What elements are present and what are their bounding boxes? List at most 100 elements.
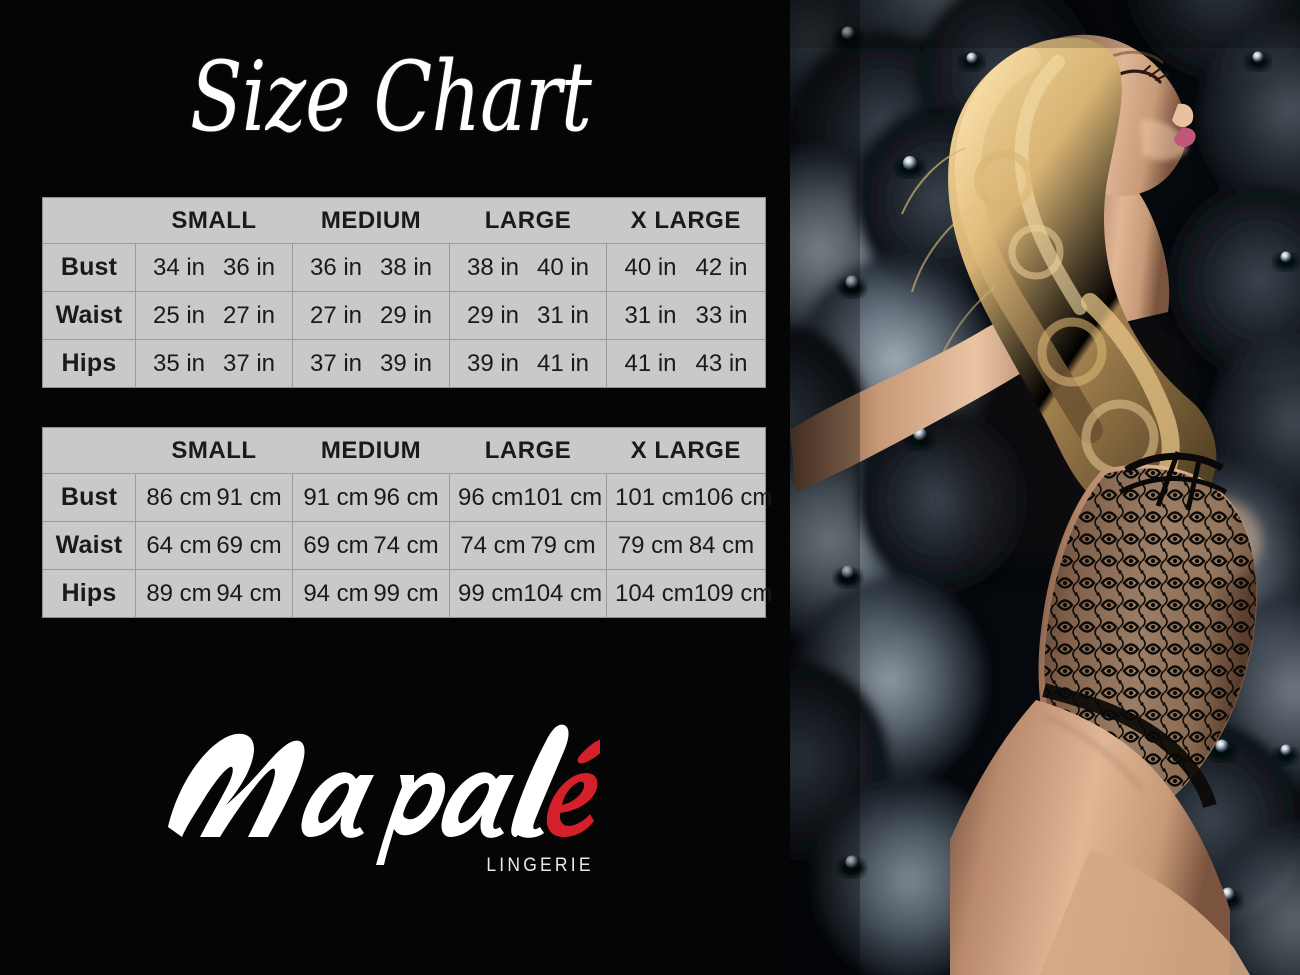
value-min: 38 in [466, 253, 520, 281]
cell-hips-medium: 94 cm 99 cm [292, 569, 450, 618]
value-max: 27 in [222, 301, 276, 329]
header-x-large: X LARGE [606, 197, 766, 244]
cell-waist-medium: 69 cm 74 cm [292, 521, 450, 570]
cell-bust-large: 38 in 40 in [449, 243, 607, 292]
value-min: 94 cm [303, 579, 369, 607]
brand-logo: LINGERIE [160, 715, 600, 900]
cell-waist-medium: 27 in 29 in [292, 291, 450, 340]
value-min: 41 in [624, 349, 677, 377]
page-title: Size Chart [190, 41, 592, 153]
value-min: 96 cm [458, 483, 524, 511]
value-min: 104 cm [615, 579, 694, 607]
value-max: 84 cm [688, 531, 755, 559]
cell-waist-x-large: 31 in 33 in [606, 291, 766, 340]
cell-hips-x-large: 41 in 43 in [606, 339, 766, 388]
cell-hips-large: 39 in 41 in [449, 339, 607, 388]
value-max: 43 in [695, 349, 748, 377]
value-max: 36 in [222, 253, 276, 281]
value-max: 101 cm [523, 483, 603, 511]
value-max: 74 cm [373, 531, 439, 559]
value-max: 99 cm [373, 579, 439, 607]
value-min: 37 in [309, 349, 363, 377]
cell-waist-large: 29 in 31 in [449, 291, 607, 340]
value-max: 38 in [379, 253, 433, 281]
value-max: 79 cm [530, 531, 596, 559]
value-max: 109 cm [693, 579, 773, 607]
value-max: 31 in [536, 301, 590, 329]
value-min: 69 cm [303, 531, 369, 559]
row-label-waist: Waist [42, 521, 136, 570]
cell-bust-medium: 36 in 38 in [292, 243, 450, 292]
header-blank [42, 427, 136, 474]
header-large: LARGE [449, 197, 607, 244]
model-photo [790, 0, 1300, 975]
cell-bust-x-large: 40 in 42 in [606, 243, 766, 292]
cell-hips-small: 89 cm 94 cm [135, 569, 293, 618]
table-row: Waist 25 in 27 in 27 in 29 in 29 in 31 in 3… [42, 291, 766, 340]
cell-bust-x-large: 101 cm 106 cm [606, 473, 772, 522]
value-min: 74 cm [460, 531, 526, 559]
value-min: 40 in [624, 253, 677, 281]
logo-accent-e [546, 739, 600, 837]
cell-hips-medium: 37 in 39 in [292, 339, 450, 388]
cell-bust-small: 86 cm 91 cm [135, 473, 293, 522]
row-label-bust: Bust [42, 473, 136, 522]
value-max: 33 in [695, 301, 748, 329]
value-max: 94 cm [216, 579, 282, 607]
header-medium: MEDIUM [292, 197, 450, 244]
table-row: Hips 89 cm 94 cm 94 cm 99 cm 99 cm 104 cm 1… [42, 569, 772, 618]
value-max: 40 in [536, 253, 590, 281]
cell-waist-x-large: 79 cm 84 cm [606, 521, 766, 570]
value-max: 37 in [222, 349, 276, 377]
value-max: 41 in [536, 349, 590, 377]
value-min: 99 cm [458, 579, 524, 607]
value-min: 91 cm [303, 483, 369, 511]
value-min: 31 in [624, 301, 677, 329]
cell-hips-small: 35 in 37 in [135, 339, 293, 388]
model-photo-illustration [790, 0, 1300, 975]
value-min: 79 cm [617, 531, 684, 559]
value-min: 27 in [309, 301, 363, 329]
upholstery-studs [835, 26, 1298, 909]
logo-tagline: LINGERIE [486, 855, 594, 876]
hair [901, 37, 1217, 530]
model-figure [790, 34, 1262, 975]
value-max: 91 cm [216, 483, 282, 511]
size-table-centimeters: SMALL MEDIUM LARGE X LARGE Bust 86 cm 91 … [42, 427, 772, 618]
header-small: SMALL [135, 427, 293, 474]
value-max: 69 cm [216, 531, 282, 559]
value-max: 39 in [379, 349, 433, 377]
cell-bust-large: 96 cm 101 cm [449, 473, 607, 522]
value-max: 42 in [695, 253, 748, 281]
cell-waist-large: 74 cm 79 cm [449, 521, 607, 570]
value-min: 89 cm [146, 579, 212, 607]
value-min: 35 in [152, 349, 206, 377]
value-min: 25 in [152, 301, 206, 329]
header-large: LARGE [449, 427, 607, 474]
row-label-hips: Hips [42, 339, 136, 388]
table-row: Bust 34 in 36 in 36 in 38 in 38 in 40 in 40… [42, 243, 766, 292]
value-min: 64 cm [146, 531, 212, 559]
header-blank [42, 197, 136, 244]
cell-waist-small: 25 in 27 in [135, 291, 293, 340]
value-min: 86 cm [146, 483, 212, 511]
value-max: 104 cm [523, 579, 603, 607]
table-row: Waist 64 cm 69 cm 69 cm 74 cm 74 cm 79 cm 7… [42, 521, 766, 570]
cell-hips-x-large: 104 cm 109 cm [606, 569, 772, 618]
table-header-row: SMALL MEDIUM LARGE X LARGE [42, 197, 766, 244]
size-table-inches: SMALL MEDIUM LARGE X LARGE Bust 34 in 36 … [42, 197, 766, 388]
value-min: 39 in [466, 349, 520, 377]
table-row: Hips 35 in 37 in 37 in 39 in 39 in 41 in 41… [42, 339, 766, 388]
row-label-bust: Bust [42, 243, 136, 292]
cell-waist-small: 64 cm 69 cm [135, 521, 293, 570]
value-min: 34 in [152, 253, 206, 281]
value-min: 29 in [466, 301, 520, 329]
cell-bust-small: 34 in 36 in [135, 243, 293, 292]
table-row: Bust 86 cm 91 cm 91 cm 96 cm 96 cm 101 cm 1… [42, 473, 772, 522]
table-header-row: SMALL MEDIUM LARGE X LARGE [42, 427, 766, 474]
value-max: 106 cm [693, 483, 773, 511]
header-small: SMALL [135, 197, 293, 244]
value-min: 101 cm [615, 483, 694, 511]
cell-bust-medium: 91 cm 96 cm [292, 473, 450, 522]
